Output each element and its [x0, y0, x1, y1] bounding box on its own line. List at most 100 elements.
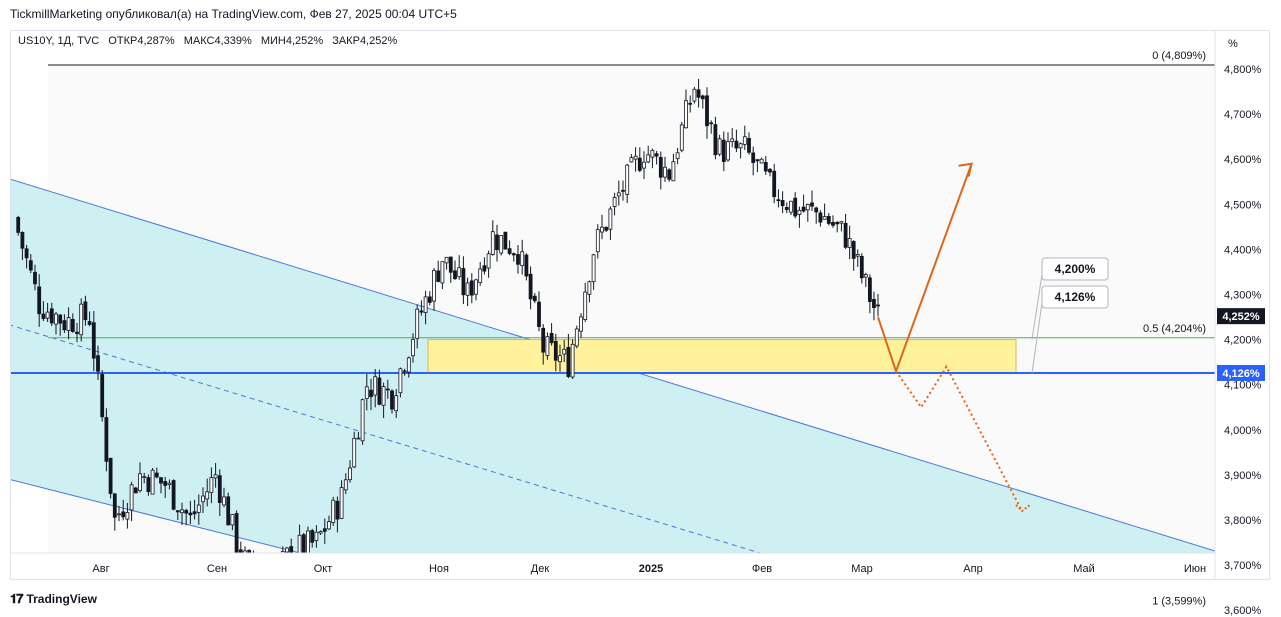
candle — [591, 254, 596, 283]
price-callout-box — [1041, 257, 1109, 281]
candle — [402, 370, 407, 373]
last-price-tag — [1217, 308, 1265, 325]
candle — [658, 156, 663, 178]
candle — [348, 467, 352, 481]
candle — [58, 314, 63, 324]
candle — [91, 322, 96, 359]
candle — [398, 368, 403, 394]
candle — [730, 138, 735, 142]
fib-level-label: 1 (3,599%) — [1152, 596, 1206, 608]
candle — [306, 530, 310, 553]
candle — [352, 437, 357, 468]
candle — [600, 226, 604, 233]
low-label: МИН — [260, 35, 286, 47]
candle — [574, 328, 579, 347]
plot-area: 4,200% 4,126% — [11, 64, 1215, 593]
price-callout-box — [1041, 285, 1109, 309]
open-label: ОТКР — [108, 35, 138, 47]
candle — [637, 157, 642, 171]
candle — [432, 270, 436, 302]
candle — [826, 215, 831, 224]
candle — [419, 310, 424, 313]
candle — [855, 254, 860, 257]
y-tick-label: 3,700% — [1224, 560, 1262, 572]
candle — [327, 521, 331, 530]
candle — [356, 437, 361, 440]
y-tick-label: 4,000% — [1224, 425, 1262, 437]
fib-level-label: 0.5 (4,204%) — [1143, 323, 1206, 335]
candle — [129, 484, 134, 511]
candle — [859, 255, 864, 279]
candle — [814, 207, 819, 213]
candle — [411, 339, 415, 357]
candle — [217, 475, 222, 503]
candle — [133, 487, 138, 494]
candle — [713, 124, 718, 156]
candle — [16, 217, 21, 233]
candle — [696, 89, 701, 98]
x-tick-label: Июн — [1184, 563, 1206, 575]
candle — [66, 317, 71, 331]
y-tick-label: 4,700% — [1224, 109, 1262, 121]
candle — [642, 161, 646, 169]
y-tick-label: 4,500% — [1224, 199, 1262, 211]
candle — [532, 295, 537, 302]
candle — [369, 389, 373, 398]
candle — [444, 256, 449, 264]
candle — [608, 208, 613, 230]
publish-header: TickmillMarketing опубликовал(а) на Trad… — [10, 7, 457, 21]
candle — [818, 212, 823, 223]
candle — [579, 316, 583, 332]
candle — [45, 311, 50, 319]
footer-brand[interactable]: 𝟏𝟕 TradingView — [10, 591, 97, 607]
candle — [511, 253, 516, 256]
candle — [24, 248, 29, 259]
candle — [108, 457, 113, 494]
x-tick-label: Окт — [314, 563, 333, 575]
candle — [684, 100, 688, 129]
candle — [269, 589, 272, 593]
candle — [843, 222, 848, 248]
x-tick-label: 2025 — [639, 563, 663, 575]
candle — [280, 550, 285, 553]
candle — [507, 248, 512, 254]
candle — [117, 513, 121, 516]
arrow-down-icon — [1015, 504, 1031, 513]
candle — [863, 274, 868, 278]
candle — [138, 473, 142, 492]
candle — [528, 273, 533, 300]
candle — [154, 472, 159, 478]
candle — [406, 357, 411, 373]
candle — [772, 170, 777, 198]
channel-lower-line — [11, 479, 301, 553]
candle — [252, 556, 255, 572]
candle — [201, 495, 205, 503]
candle — [150, 469, 155, 495]
candle — [238, 549, 243, 553]
candle — [721, 139, 726, 162]
y-tick-label: 4,800% — [1224, 64, 1262, 76]
candle — [167, 482, 172, 485]
candle — [377, 377, 382, 405]
candle — [650, 149, 655, 158]
x-tick-label: Май — [1073, 563, 1095, 575]
candle — [734, 140, 739, 149]
y-tick-label: 4,100% — [1224, 380, 1262, 392]
candle — [688, 102, 693, 105]
candle — [726, 141, 730, 161]
x-tick-label: Фев — [752, 563, 772, 575]
candle — [717, 138, 722, 155]
candle — [322, 528, 327, 532]
candle — [604, 226, 609, 231]
x-tick-label: Ноя — [429, 563, 449, 575]
candle — [872, 298, 876, 309]
candle — [537, 301, 541, 327]
candle — [100, 374, 105, 418]
support-price-text: 4,126% — [1222, 368, 1260, 380]
candle — [520, 251, 525, 266]
candle — [768, 168, 772, 173]
candle — [625, 164, 630, 195]
candle — [171, 480, 176, 510]
candle — [28, 260, 33, 271]
